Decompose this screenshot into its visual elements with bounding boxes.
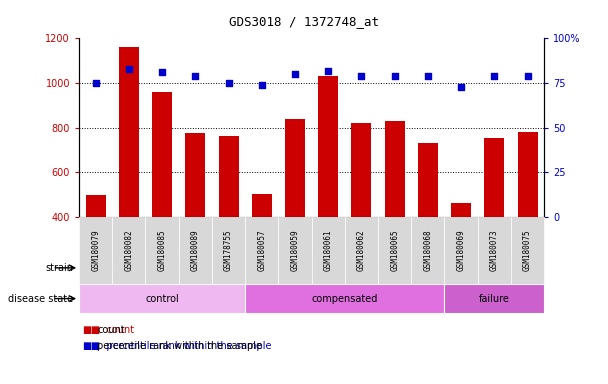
Point	[157, 69, 167, 75]
Text: ■  count: ■ count	[91, 325, 134, 335]
Point	[390, 73, 399, 79]
Text: GSM180085: GSM180085	[157, 230, 167, 271]
Bar	[444, 284, 544, 313]
Text: ■: ■	[82, 325, 91, 335]
Bar	[351, 123, 371, 306]
Text: count: count	[97, 325, 125, 335]
Bar	[86, 195, 106, 306]
Point	[91, 80, 100, 86]
Text: GSM180062: GSM180062	[357, 230, 366, 271]
Bar	[79, 253, 212, 282]
Bar	[79, 284, 245, 313]
Text: disease state: disease state	[8, 293, 73, 304]
Bar	[218, 136, 238, 306]
Text: GSM180065: GSM180065	[390, 230, 399, 271]
Point	[423, 73, 433, 79]
Text: compensated: compensated	[312, 293, 378, 304]
Bar	[245, 284, 444, 313]
Point	[190, 73, 200, 79]
Point	[124, 66, 134, 72]
Text: control: control	[145, 293, 179, 304]
Bar	[318, 76, 338, 306]
Point	[323, 68, 333, 74]
Point	[257, 82, 267, 88]
Bar	[517, 132, 537, 306]
Text: GSM180057: GSM180057	[257, 230, 266, 271]
Text: GSM180089: GSM180089	[191, 230, 200, 271]
Bar	[285, 119, 305, 306]
Text: ■: ■	[82, 341, 91, 351]
Text: GSM180068: GSM180068	[423, 230, 432, 271]
Text: GSM180079: GSM180079	[91, 230, 100, 271]
Text: strain: strain	[45, 263, 73, 273]
Bar	[119, 47, 139, 306]
Text: GSM180082: GSM180082	[125, 230, 133, 271]
Bar	[152, 93, 172, 306]
Bar	[212, 253, 544, 282]
Text: failure: failure	[479, 293, 510, 304]
Text: GSM180075: GSM180075	[523, 230, 532, 271]
Bar	[252, 194, 272, 306]
Point	[523, 73, 533, 79]
Text: GSM178755: GSM178755	[224, 230, 233, 271]
Bar	[451, 203, 471, 306]
Text: non-hypertensive: non-hypertensive	[103, 263, 188, 273]
Bar	[385, 121, 404, 306]
Point	[489, 73, 499, 79]
Text: GSM180073: GSM180073	[490, 230, 499, 271]
Bar	[185, 132, 206, 306]
Text: ■  percentile rank within the sample: ■ percentile rank within the sample	[91, 341, 272, 351]
Point	[224, 80, 233, 86]
Text: GSM180069: GSM180069	[457, 230, 466, 271]
Point	[456, 84, 466, 90]
Bar	[485, 138, 504, 306]
Text: hypertensive: hypertensive	[346, 263, 410, 273]
Point	[290, 71, 300, 77]
Point	[356, 73, 366, 79]
Text: GSM180059: GSM180059	[291, 230, 300, 271]
Bar	[418, 143, 438, 306]
Text: GSM180061: GSM180061	[323, 230, 333, 271]
Text: GDS3018 / 1372748_at: GDS3018 / 1372748_at	[229, 15, 379, 28]
Text: percentile rank within the sample: percentile rank within the sample	[97, 341, 262, 351]
